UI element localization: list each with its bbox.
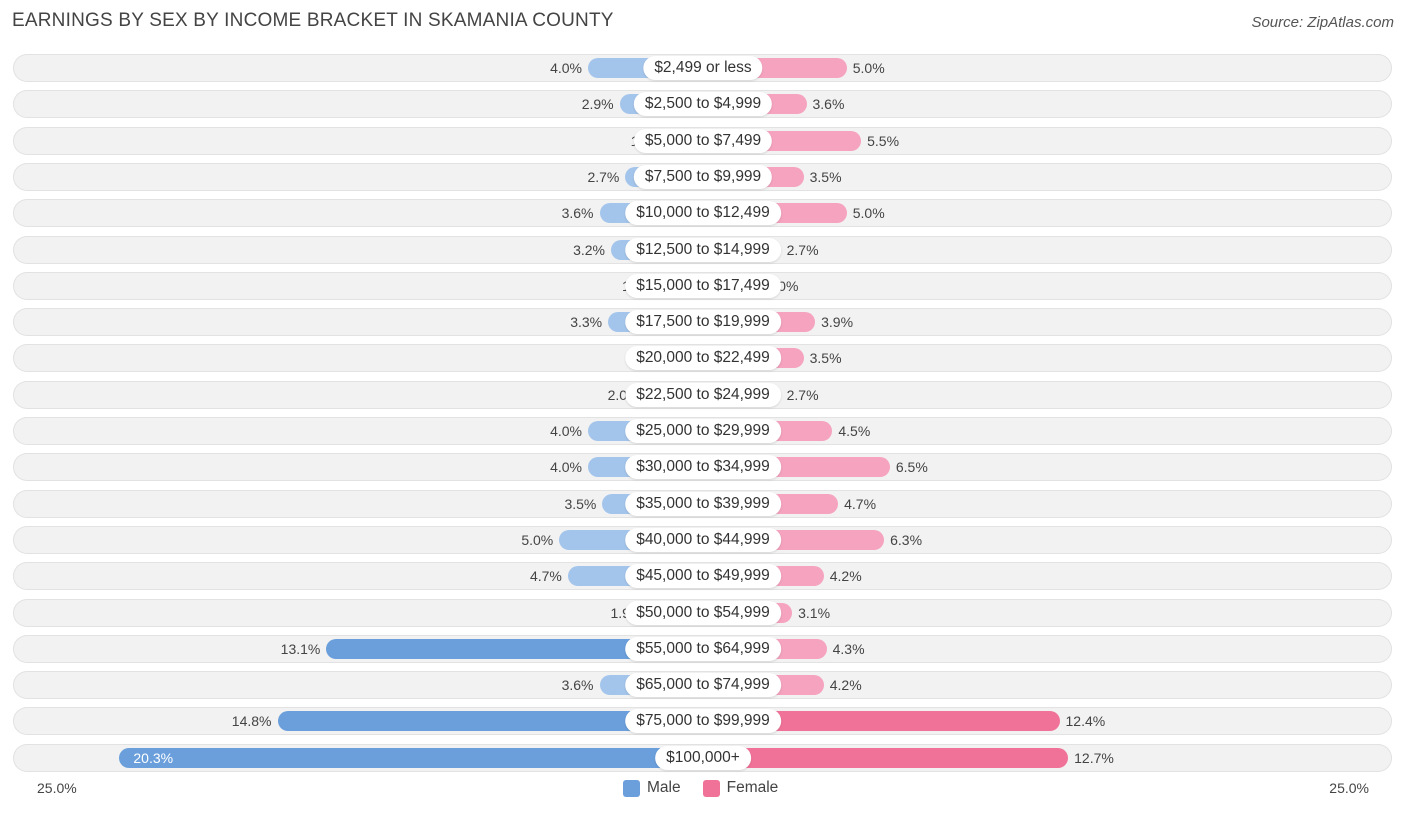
value-label-female: 6.3% — [890, 531, 923, 548]
value-label-female: 3.1% — [798, 604, 831, 621]
value-label-male: 4.0% — [550, 423, 582, 439]
value-label-female: 3.6% — [812, 96, 845, 113]
legend-swatch-male — [623, 779, 640, 797]
value-label-female: 3.5% — [809, 350, 842, 367]
value-label-female: 3.9% — [821, 314, 854, 331]
value-label-male: 3.5% — [564, 495, 597, 512]
value-label-female: 6.5% — [895, 459, 928, 476]
value-label-male: 3.6% — [561, 677, 594, 694]
axis-right-label: 25.0% — [1329, 780, 1369, 796]
value-label-female: 4.5% — [838, 423, 871, 439]
value-label-male: 20.3% — [133, 749, 174, 766]
value-label-male: 3.2% — [573, 241, 605, 258]
value-label-female: 5.0% — [852, 60, 885, 76]
category-label: $2,499 or less — [643, 56, 763, 80]
value-label-female: 4.3% — [832, 640, 865, 657]
category-label: $20,000 to $22,499 — [625, 346, 781, 371]
category-label: $15,000 to $17,499 — [625, 273, 781, 298]
legend-swatch-female — [702, 779, 720, 797]
value-label-male: 13.1% — [280, 640, 321, 657]
category-label: $22,500 to $24,999 — [625, 382, 781, 407]
legend: Male Female — [623, 779, 800, 797]
value-label-female: 5.0% — [852, 205, 885, 222]
value-label-female: 12.4% — [1065, 713, 1106, 730]
category-label: $40,000 to $44,999 — [625, 527, 781, 552]
bar-male[interactable] — [326, 638, 703, 659]
value-label-female: 2.7% — [786, 386, 819, 403]
category-label: $12,500 to $14,999 — [625, 237, 781, 262]
category-label: $25,000 to $29,999 — [625, 419, 781, 443]
value-label-male: 14.8% — [231, 713, 272, 730]
category-label: $10,000 to $12,499 — [625, 201, 781, 226]
bar-female[interactable] — [703, 747, 1069, 768]
value-label-female: 5.5% — [867, 132, 900, 149]
value-label-male: 4.0% — [550, 459, 582, 476]
value-label-female: 3.5% — [809, 168, 842, 185]
legend-item-female[interactable]: Female — [702, 779, 779, 797]
value-label-male: 3.3% — [570, 314, 603, 331]
source-credit: Source: ZipAtlas.com — [1251, 14, 1394, 31]
category-label: $2,500 to $4,999 — [633, 92, 773, 117]
category-label: $55,000 to $64,999 — [625, 636, 781, 661]
value-label-male: 3.6% — [561, 205, 594, 222]
category-label: $5,000 to $7,499 — [633, 128, 773, 153]
value-label-female: 2.7% — [786, 241, 819, 258]
bar-male[interactable] — [277, 711, 703, 732]
value-label-female: 4.2% — [829, 677, 862, 694]
value-label-male: 2.9% — [581, 96, 614, 113]
bar-male[interactable] — [119, 747, 703, 768]
category-label: $65,000 to $74,999 — [625, 673, 781, 698]
value-label-male: 4.0% — [550, 60, 582, 76]
legend-label-female: Female — [726, 779, 779, 796]
value-label-female: 4.7% — [844, 495, 877, 512]
category-label: $35,000 to $39,999 — [625, 491, 781, 516]
value-label-male: 2.7% — [587, 168, 620, 185]
category-label: $17,500 to $19,999 — [625, 310, 781, 335]
category-label: $30,000 to $34,999 — [625, 455, 781, 480]
axis-left-label: 25.0% — [37, 780, 77, 796]
chart-title: Earnings by Sex by Income Bracket in Ska… — [12, 10, 614, 31]
value-label-female: 4.2% — [829, 568, 862, 585]
legend-item-male[interactable]: Male — [623, 779, 681, 797]
value-label-male: 4.7% — [529, 568, 562, 585]
bar-female[interactable] — [703, 711, 1060, 732]
category-label: $75,000 to $99,999 — [625, 709, 781, 734]
value-label-female: 12.7% — [1074, 749, 1114, 766]
category-label: $50,000 to $54,999 — [625, 600, 781, 625]
category-label: $100,000+ — [655, 745, 751, 770]
category-label: $7,500 to $9,999 — [633, 164, 773, 189]
legend-label-male: Male — [647, 779, 681, 796]
value-label-male: 5.0% — [521, 531, 554, 548]
category-label: $45,000 to $49,999 — [625, 564, 781, 589]
